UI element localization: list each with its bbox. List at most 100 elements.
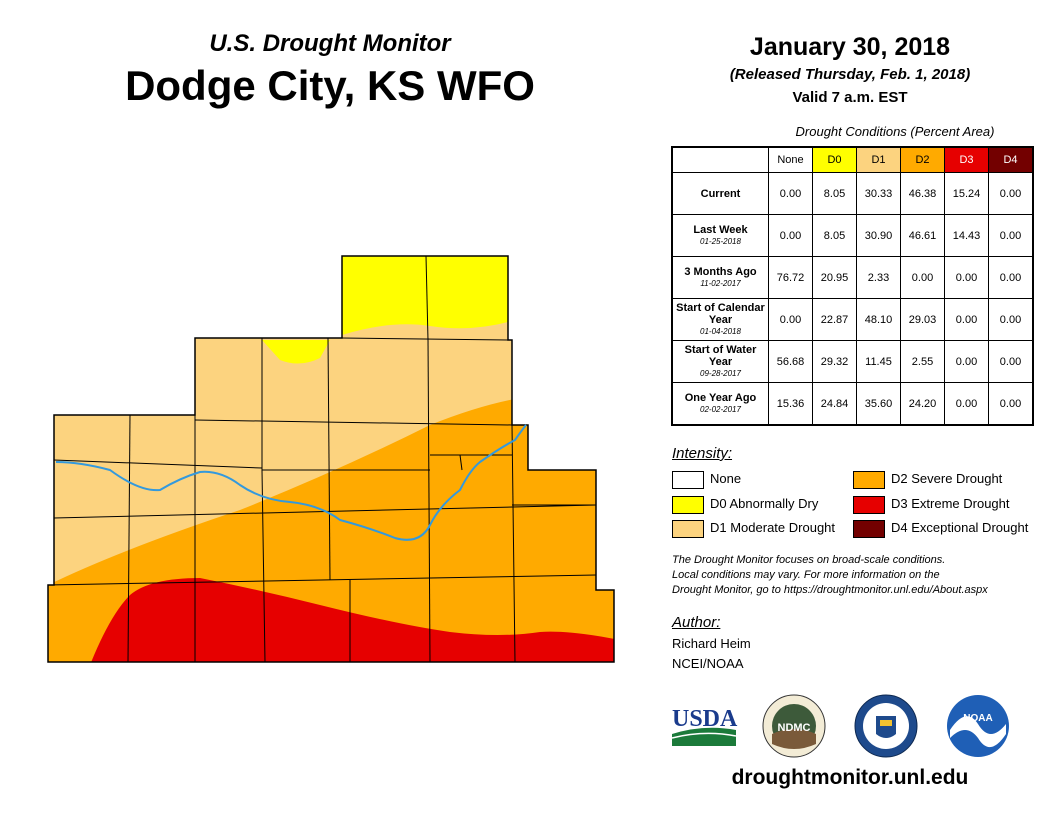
d0-zone-small (262, 340, 330, 364)
header-blank (672, 147, 769, 173)
legend-label: D3 Extreme Drought (891, 496, 1010, 511)
table-cell: 2.55 (900, 340, 945, 383)
row-label-text: One Year Ago (684, 391, 757, 404)
table-cell: 11.45 (856, 340, 901, 383)
table-cell: 0.00 (944, 340, 989, 383)
table-cell: 20.95 (812, 256, 857, 299)
table-row: Start of Water Year 09-28-2017 56.68 29.3… (671, 340, 1034, 383)
usda-logo: USDA (671, 706, 738, 746)
map-date: January 30, 2018 (749, 33, 951, 61)
row-label: One Year Ago 02-02-2017 (671, 382, 769, 426)
table-caption: Drought Conditions (Percent Area) (795, 124, 995, 139)
table-cell: 0.00 (944, 382, 989, 426)
ndmc-logo-text: NDMC (778, 722, 811, 734)
release-date: (Released Thursday, Feb. 1, 2018) (729, 66, 971, 83)
table-cell: 0.00 (768, 298, 813, 341)
table-cell: 30.90 (856, 214, 901, 257)
legend-swatch (853, 519, 885, 538)
legend-swatch (672, 470, 704, 489)
table-cell: 29.03 (900, 298, 945, 341)
row-date: 01-04-2018 (700, 326, 741, 336)
author-org: NCEI/NOAA (672, 656, 744, 671)
region-outline (47, 255, 615, 663)
col-d4: D4 (988, 146, 1034, 173)
table-cell: 56.68 (768, 340, 813, 383)
table-cell: 0.00 (944, 256, 989, 299)
table-cell: 46.38 (900, 172, 945, 215)
table-header-row: None D0 D1 D2 D3 D4 (672, 146, 1034, 173)
row-date: 01-25-2018 (700, 236, 741, 246)
row-label-text: Last Week (693, 223, 748, 236)
table-cell: 35.60 (856, 382, 901, 426)
table-cell: 0.00 (988, 340, 1034, 383)
row-date: 11-02-2017 (700, 278, 741, 288)
noaa-logo-text: NOAA (963, 713, 992, 724)
legend-swatch (672, 495, 704, 514)
col-none: None (768, 146, 813, 173)
legend-item-d4: D4 Exceptional Drought (853, 519, 1029, 538)
table-row: Last Week 01-25-2018 0.00 8.05 30.90 46.6… (671, 214, 1034, 257)
table-cell: 14.43 (944, 214, 989, 257)
note-line: Local conditions may vary. For more info… (672, 569, 940, 581)
drought-conditions-table: None D0 D1 D2 D3 D4 Current 0.00 8.05 30… (671, 146, 1034, 426)
table-cell: 24.84 (812, 382, 857, 426)
table-cell: 48.10 (856, 298, 901, 341)
legend-title: Intensity: (672, 445, 733, 462)
row-label: Start of Water Year 09-28-2017 (671, 340, 769, 383)
row-label: Start of Calendar Year 01-04-2018 (671, 298, 769, 341)
row-label-text: Start of Calendar Year (676, 301, 765, 326)
valid-time: Valid 7 a.m. EST (792, 89, 908, 106)
row-label-text: Start of Water Year (684, 343, 757, 368)
table-row: 3 Months Ago 11-02-2017 76.72 20.95 2.33 … (671, 256, 1034, 299)
table-cell: 24.20 (900, 382, 945, 426)
legend-swatch (853, 470, 885, 489)
legend-swatch (672, 519, 704, 538)
table-row: One Year Ago 02-02-2017 15.36 24.84 35.60… (671, 382, 1034, 426)
noaa-logo: NOAA (947, 695, 1009, 757)
website-link[interactable]: droughtmonitor.unl.edu (731, 766, 969, 789)
author-title: Author: (672, 614, 721, 631)
col-d3: D3 (944, 146, 989, 173)
table-cell: 0.00 (988, 214, 1034, 257)
row-date: 09-28-2017 (700, 368, 741, 378)
row-label: Current (671, 172, 769, 215)
table-cell: 8.05 (812, 172, 857, 215)
disclaimer-note: The Drought Monitor focuses on broad-sca… (672, 553, 1042, 598)
row-date: 02-02-2017 (700, 404, 741, 414)
table-cell: 30.33 (856, 172, 901, 215)
commerce-seal-logo (854, 694, 918, 758)
table-cell: 8.05 (812, 214, 857, 257)
table-cell: 15.24 (944, 172, 989, 215)
col-d0: D0 (812, 146, 857, 173)
table-cell: 2.33 (856, 256, 901, 299)
usda-logo-text: USDA (672, 706, 738, 732)
author-name: Richard Heim (672, 636, 751, 651)
legend-label: D4 Exceptional Drought (891, 520, 1029, 535)
legend-item-d2: D2 Severe Drought (853, 470, 1003, 489)
legend-label: D2 Severe Drought (891, 471, 1003, 486)
table-cell: 0.00 (768, 214, 813, 257)
table-cell: 76.72 (768, 256, 813, 299)
county-borders (48, 256, 597, 662)
legend-item-d3: D3 Extreme Drought (853, 495, 1010, 514)
legend-label: D1 Moderate Drought (710, 520, 836, 535)
table-cell: 0.00 (944, 298, 989, 341)
table-cell: 15.36 (768, 382, 813, 426)
row-label-text: 3 Months Ago (684, 265, 757, 278)
legend-label: None (710, 471, 742, 486)
table-cell: 46.61 (900, 214, 945, 257)
table-cell: 0.00 (900, 256, 945, 299)
map-title: Dodge City, KS WFO (125, 62, 535, 109)
table-cell: 0.00 (988, 256, 1034, 299)
drought-map (47, 255, 615, 663)
note-line: Drought Monitor, go to https://droughtmo… (672, 584, 988, 596)
row-label-text: Current (700, 187, 741, 200)
col-d1: D1 (856, 146, 901, 173)
row-label: 3 Months Ago 11-02-2017 (671, 256, 769, 299)
arkansas-river (55, 424, 527, 541)
table-cell: 0.00 (768, 172, 813, 215)
table-cell: 22.87 (812, 298, 857, 341)
legend-swatch (853, 495, 885, 514)
table-row: Start of Calendar Year 01-04-2018 0.00 22… (671, 298, 1034, 341)
map-subtitle: U.S. Drought Monitor (209, 30, 451, 57)
